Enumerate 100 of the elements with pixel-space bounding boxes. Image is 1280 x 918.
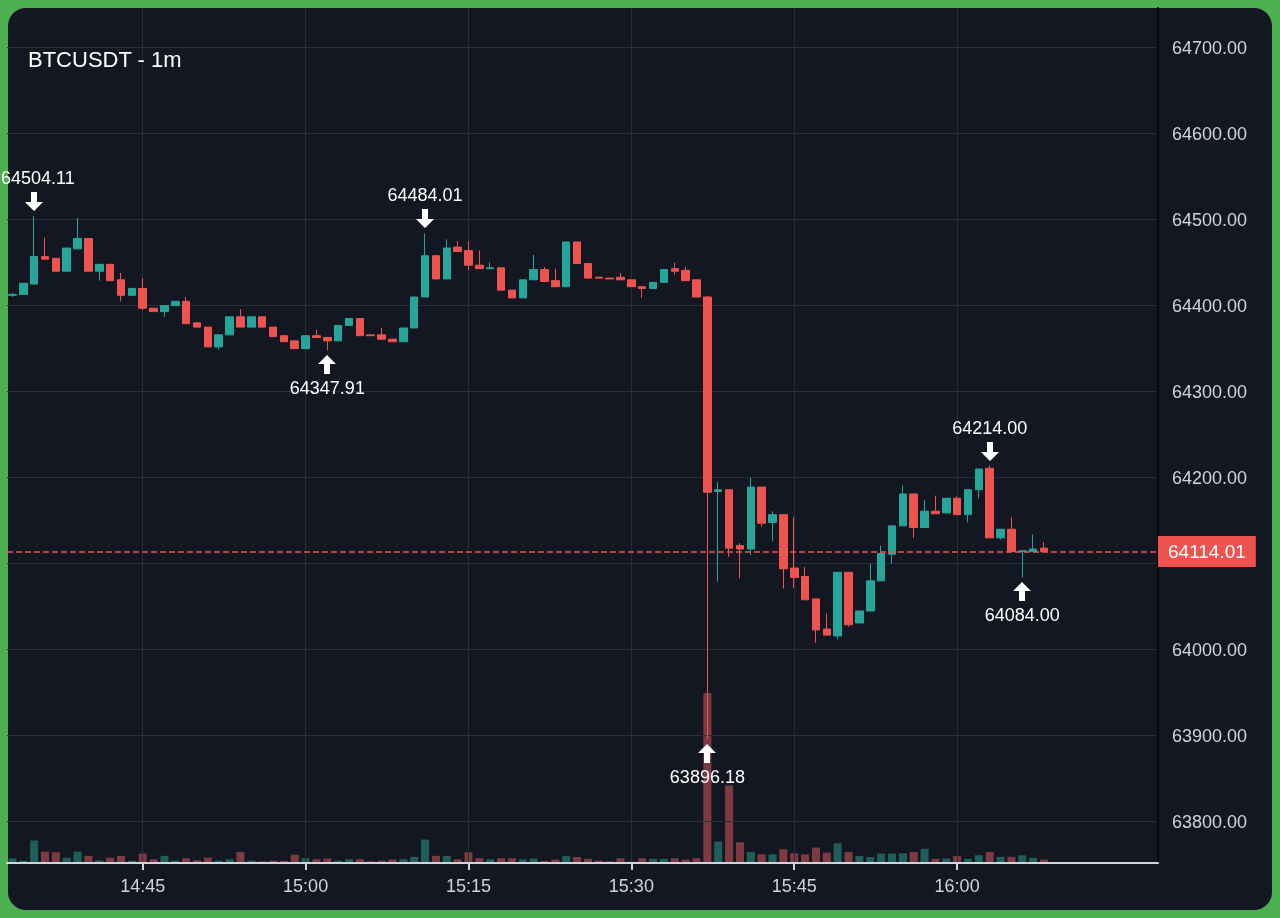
candlestick xyxy=(410,296,418,329)
bar xyxy=(421,839,430,863)
candlestick xyxy=(757,486,766,528)
annotation: 63896.18 xyxy=(669,766,745,787)
candlestick xyxy=(964,489,972,523)
bar xyxy=(757,854,766,863)
candlestick xyxy=(377,327,386,340)
bar xyxy=(692,858,701,863)
bar xyxy=(51,852,60,863)
candlestick xyxy=(562,241,570,288)
candlestick xyxy=(877,545,885,582)
candlestick xyxy=(30,215,38,285)
candlestick xyxy=(214,334,223,350)
candlestick xyxy=(855,610,864,624)
candlestick xyxy=(160,305,169,318)
candlestick xyxy=(84,238,93,272)
bar xyxy=(920,848,929,863)
x-tick-label: 15:00 xyxy=(283,876,329,896)
bar xyxy=(236,851,245,863)
y-tick-label: 64600.00 xyxy=(1172,123,1248,144)
candlestick xyxy=(823,613,831,636)
candlestick xyxy=(149,307,158,313)
y-tick-label: 64500.00 xyxy=(1172,209,1248,230)
bar xyxy=(811,847,820,863)
bar xyxy=(735,842,744,863)
y-tick-label: 63800.00 xyxy=(1172,811,1248,832)
bar xyxy=(616,858,625,863)
bar xyxy=(801,854,810,863)
candlestick xyxy=(73,217,82,250)
candlestick xyxy=(453,240,462,252)
bar xyxy=(833,843,842,863)
candlestick xyxy=(345,318,353,326)
candlestick xyxy=(692,279,701,298)
candlestick xyxy=(62,247,71,272)
ref-line-label: 64114.01 xyxy=(1168,541,1246,563)
bar xyxy=(1018,855,1027,863)
candlestick xyxy=(464,240,473,271)
candlestick xyxy=(508,289,516,299)
candlestick xyxy=(182,296,190,325)
candlestick xyxy=(225,316,234,336)
candlestick xyxy=(844,571,853,627)
candlestick xyxy=(280,335,288,343)
x-tick-label: 15:45 xyxy=(771,876,817,896)
x-tick-label: 14:45 xyxy=(120,876,166,896)
candlestick xyxy=(247,316,256,328)
candlestick xyxy=(171,300,180,307)
y-tick-label: 64400.00 xyxy=(1172,295,1248,316)
bar xyxy=(898,853,907,863)
candlestick xyxy=(356,318,364,337)
bar xyxy=(768,854,777,863)
x-tick-label: 15:15 xyxy=(445,876,492,896)
y-tick-label: 64300.00 xyxy=(1172,381,1248,402)
candlestick xyxy=(616,272,625,281)
candlestick xyxy=(681,266,690,282)
candlestick xyxy=(19,282,28,295)
candlestick xyxy=(605,277,614,280)
bar xyxy=(714,841,723,863)
candlestick xyxy=(301,335,310,350)
candlestick xyxy=(899,484,907,527)
bar xyxy=(725,785,734,863)
y-tick-label: 63900.00 xyxy=(1172,725,1248,746)
candlestick xyxy=(638,286,646,299)
candlestick xyxy=(106,263,114,282)
candlestick xyxy=(204,326,212,348)
candlestick xyxy=(833,571,842,640)
annotation: 64484.01 xyxy=(387,185,463,206)
candlestick xyxy=(573,241,581,264)
annotation: 64347.91 xyxy=(289,378,365,399)
text: BTCUSDT - 1m xyxy=(28,46,182,72)
candlestick xyxy=(768,510,777,542)
candlestick xyxy=(399,327,408,343)
candlestick xyxy=(975,468,983,499)
bar xyxy=(779,849,788,863)
candlestick xyxy=(258,316,266,328)
candlestick xyxy=(269,326,277,338)
candlestick xyxy=(486,262,494,270)
x-tick-label: 15:30 xyxy=(608,876,654,896)
candlestick xyxy=(117,272,125,302)
candlestick xyxy=(290,340,299,350)
candlestick xyxy=(996,528,1005,541)
candlestick xyxy=(649,281,657,289)
bar xyxy=(746,851,755,863)
candlestick xyxy=(128,287,136,296)
bar xyxy=(985,851,994,863)
candlestick xyxy=(497,267,505,291)
candlestick xyxy=(8,292,17,298)
candlestick xyxy=(671,262,679,276)
candlestick xyxy=(540,266,549,283)
candlestick xyxy=(812,598,820,644)
x-tick-label: 16:00 xyxy=(934,876,980,896)
candlestick xyxy=(443,238,451,280)
candlestick xyxy=(334,324,342,342)
candlestick xyxy=(985,465,994,539)
bar xyxy=(909,851,918,863)
candlestick xyxy=(584,262,592,279)
bar xyxy=(844,851,853,863)
candlestick xyxy=(52,257,60,272)
candlestick xyxy=(551,268,560,288)
candlestick xyxy=(909,493,918,539)
candlestick xyxy=(519,279,527,299)
